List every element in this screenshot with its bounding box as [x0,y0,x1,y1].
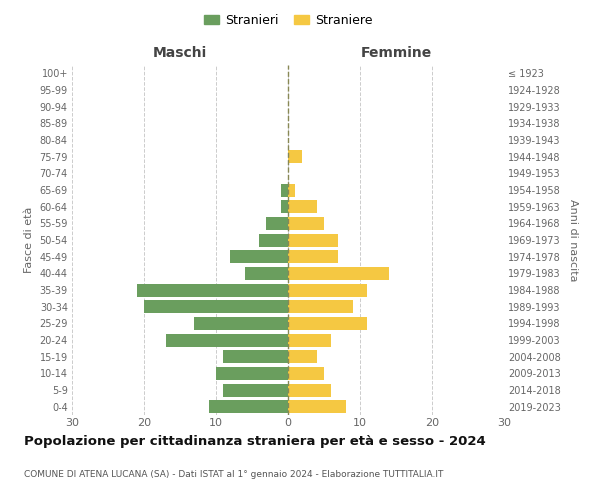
Bar [137,284,288,296]
Bar [266,217,288,230]
Bar [223,350,288,363]
Bar [288,267,389,280]
Text: Popolazione per cittadinanza straniera per età e sesso - 2024: Popolazione per cittadinanza straniera p… [24,435,486,448]
Text: COMUNE DI ATENA LUCANA (SA) - Dati ISTAT al 1° gennaio 2024 - Elaborazione TUTTI: COMUNE DI ATENA LUCANA (SA) - Dati ISTAT… [24,470,443,479]
Bar [288,300,353,313]
Y-axis label: Fasce di età: Fasce di età [24,207,34,273]
Legend: Stranieri, Straniere: Stranieri, Straniere [199,8,377,32]
Bar [245,267,288,280]
Bar [166,334,288,346]
Bar [288,217,324,230]
Bar [288,350,317,363]
Bar [144,300,288,313]
Bar [259,234,288,246]
Bar [288,234,338,246]
Bar [288,317,367,330]
Bar [288,384,331,396]
Bar [288,184,295,196]
Bar [230,250,288,263]
Text: Maschi: Maschi [153,46,207,60]
Bar [288,284,367,296]
Y-axis label: Anni di nascita: Anni di nascita [568,198,578,281]
Bar [209,400,288,413]
Bar [216,367,288,380]
Bar [288,150,302,163]
Text: Femmine: Femmine [361,46,431,60]
Bar [288,200,317,213]
Bar [281,184,288,196]
Bar [288,400,346,413]
Bar [194,317,288,330]
Bar [288,250,338,263]
Bar [281,200,288,213]
Bar [288,334,331,346]
Bar [223,384,288,396]
Bar [288,367,324,380]
